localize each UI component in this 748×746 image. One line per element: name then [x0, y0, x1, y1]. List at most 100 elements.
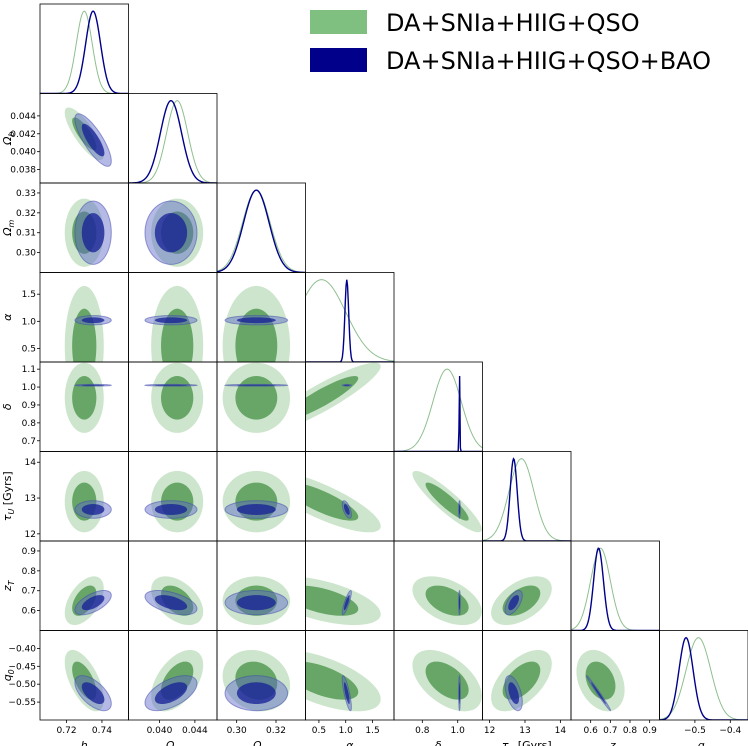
panel-zt-zt: [571, 547, 660, 631]
xtick-h: 0.74: [92, 726, 112, 736]
panel-tau-ob: [144, 470, 204, 533]
contour-68-series-0: [305, 484, 359, 521]
marginal-om-series-0: [217, 189, 306, 273]
xtick-zt: 0.9: [643, 726, 658, 736]
legend-label-2: DA+SNIa+HIIG+QSO+BAO: [386, 47, 711, 75]
panel-zt-tau: [491, 576, 552, 626]
ytick-tau: 14: [25, 458, 37, 468]
contour-68-series-1: [236, 384, 276, 386]
panel-delta-alpha: [305, 362, 381, 422]
panel-delta-h: [64, 362, 113, 433]
ylabel-delta: δ: [1, 403, 14, 410]
ytick-zt: 0.7: [22, 587, 36, 597]
panel-zt-h: [64, 576, 112, 626]
xtick-om: 0.30: [227, 726, 247, 736]
contour-68-series-0: [161, 376, 194, 420]
xtick-ob: 0.040: [147, 726, 173, 736]
contour-68-series-1: [81, 317, 105, 324]
panel-ob-h: [64, 107, 112, 167]
contour-68-series-1: [508, 682, 520, 705]
contour-68-series-1: [154, 384, 188, 386]
panel-tau-tau: [482, 457, 571, 541]
ytick-ob: 0.044: [10, 112, 36, 122]
xtick-alpha: 0.5: [312, 726, 326, 736]
marginal-tau-series-1: [482, 457, 571, 541]
marginal-h-series-1: [40, 10, 129, 94]
contour-68-series-1: [81, 595, 105, 611]
legend-swatch-green: [310, 10, 367, 34]
contour-68-series-1: [236, 682, 276, 705]
xlabel-q0: q0: [698, 739, 710, 746]
xlabel-alpha: α: [346, 739, 354, 746]
contour-68-series-1: [154, 317, 188, 324]
panel-q0-tau: [491, 649, 552, 712]
contour-68-series-1: [154, 213, 188, 253]
xtick-zt: 0.6: [584, 726, 599, 736]
xtick-delta: 1.0: [451, 726, 466, 736]
marginal-ob-series-1: [128, 99, 217, 183]
panel-zt-ob: [144, 576, 204, 625]
contour-68-series-1: [458, 504, 461, 515]
contour-68-series-1: [343, 504, 350, 515]
marginal-ob-series-0: [128, 100, 217, 183]
contour-68-series-1: [236, 317, 276, 324]
panel-tau-alpha: [305, 477, 381, 533]
xtick-h: 0.72: [57, 726, 77, 736]
ytick-tau: 12: [25, 530, 36, 540]
panel-h-h: [40, 10, 129, 94]
ytick-zt: 0.8: [22, 567, 37, 577]
xtick-zt: 0.8: [623, 726, 638, 736]
ytick-alpha: 1.5: [22, 290, 36, 300]
panel-om-om: [217, 189, 306, 273]
xtick-alpha: 1.0: [339, 726, 354, 736]
xlabel-delta: δ: [435, 739, 442, 746]
marginal-delta-series-0: [394, 368, 483, 452]
xtick-zt: 0.7: [603, 726, 617, 736]
contour-68-series-1: [236, 504, 276, 515]
xtick-tau: 14: [555, 726, 567, 736]
contour-68-series-1: [343, 384, 350, 386]
contour-68-series-1: [343, 595, 350, 611]
panel-q0-ob: [144, 649, 204, 712]
xtick-om: 0.32: [266, 726, 286, 736]
ytick-zt: 0.6: [22, 607, 37, 617]
xtick-q0: −0.5: [684, 726, 706, 736]
contour-68-series-1: [81, 213, 105, 253]
ytick-delta: 0.7: [22, 437, 36, 447]
ytick-delta: 0.8: [22, 419, 37, 429]
contour-68-series-0: [235, 376, 278, 420]
panel-frame: [570, 540, 660, 631]
contour-68-series-0: [72, 585, 97, 616]
panel-q0-om: [222, 649, 291, 712]
marginal-alpha-series-0: [305, 279, 394, 362]
panel-alpha-ob: [144, 285, 204, 362]
xtick-ob: 0.044: [182, 726, 208, 736]
panel-q0-alpha: [305, 652, 381, 712]
panel-zt-om: [222, 576, 291, 626]
contour-68-series-1: [81, 123, 105, 157]
marginal-delta-series-1: [394, 376, 483, 452]
ytick-om: 0.30: [16, 249, 36, 259]
ytick-tau: 13: [25, 494, 36, 504]
legend-swatch-blue: [310, 48, 367, 72]
contour-68-series-1: [458, 682, 461, 705]
ylabel-ob: Ωb: [1, 132, 16, 146]
ytick-delta: 1.1: [22, 365, 36, 375]
marginal-zt-series-1: [571, 547, 660, 631]
xlabel-tau: τU [Gyrs]: [502, 739, 552, 746]
panel-om-h: [64, 198, 112, 267]
panel-alpha-h: [64, 285, 112, 362]
xtick-delta: 0.8: [415, 726, 430, 736]
xtick-tau: 13: [519, 726, 530, 736]
panel-delta-delta: [394, 368, 483, 452]
ytick-ob: 0.042: [10, 130, 36, 140]
panel-tau-om: [222, 470, 291, 533]
panel-frame: [393, 361, 483, 452]
contour-68-series-0: [585, 661, 616, 700]
ytick-ob: 0.038: [10, 166, 36, 176]
panel-tau-delta: [412, 470, 482, 533]
contour-68-series-1: [508, 595, 520, 611]
contour-68-series-0: [72, 376, 97, 420]
xtick-alpha: 1.5: [365, 726, 379, 736]
